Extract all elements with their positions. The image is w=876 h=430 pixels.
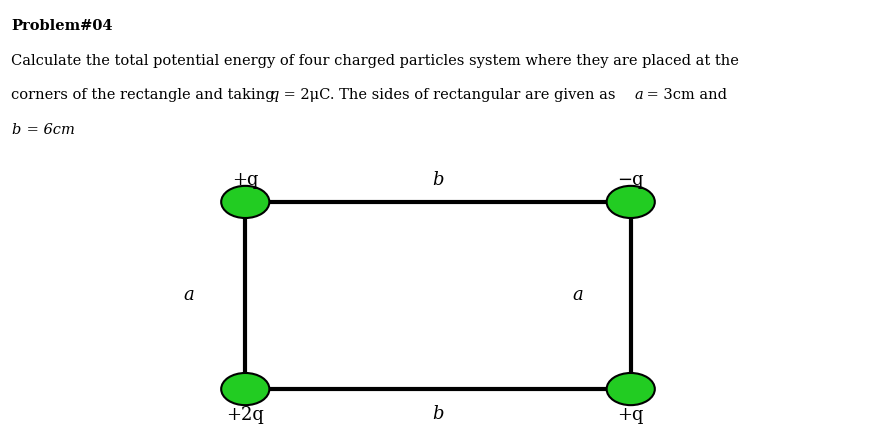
Ellipse shape: [606, 186, 655, 218]
Text: a: a: [634, 88, 643, 102]
Text: +2q: +2q: [226, 406, 265, 424]
Text: a: a: [183, 286, 194, 304]
Text: = 2μC. The sides of rectangular are given as: = 2μC. The sides of rectangular are give…: [279, 88, 620, 102]
Text: = 3cm and: = 3cm and: [642, 88, 727, 102]
Text: q: q: [270, 88, 279, 102]
Text: a: a: [573, 286, 583, 304]
Text: −q: −q: [618, 171, 644, 189]
Ellipse shape: [221, 373, 270, 405]
Text: +q: +q: [618, 406, 644, 424]
Ellipse shape: [221, 186, 270, 218]
Text: b: b: [432, 171, 444, 189]
Text: b: b: [11, 123, 21, 137]
Ellipse shape: [606, 373, 655, 405]
Text: Problem#04: Problem#04: [11, 19, 113, 34]
Text: +q: +q: [232, 171, 258, 189]
Text: b: b: [432, 405, 444, 423]
Text: corners of the rectangle and taking: corners of the rectangle and taking: [11, 88, 275, 102]
Text: = 6cm: = 6cm: [22, 123, 74, 137]
Text: Calculate the total potential energy of four charged particles system where they: Calculate the total potential energy of …: [11, 54, 739, 68]
